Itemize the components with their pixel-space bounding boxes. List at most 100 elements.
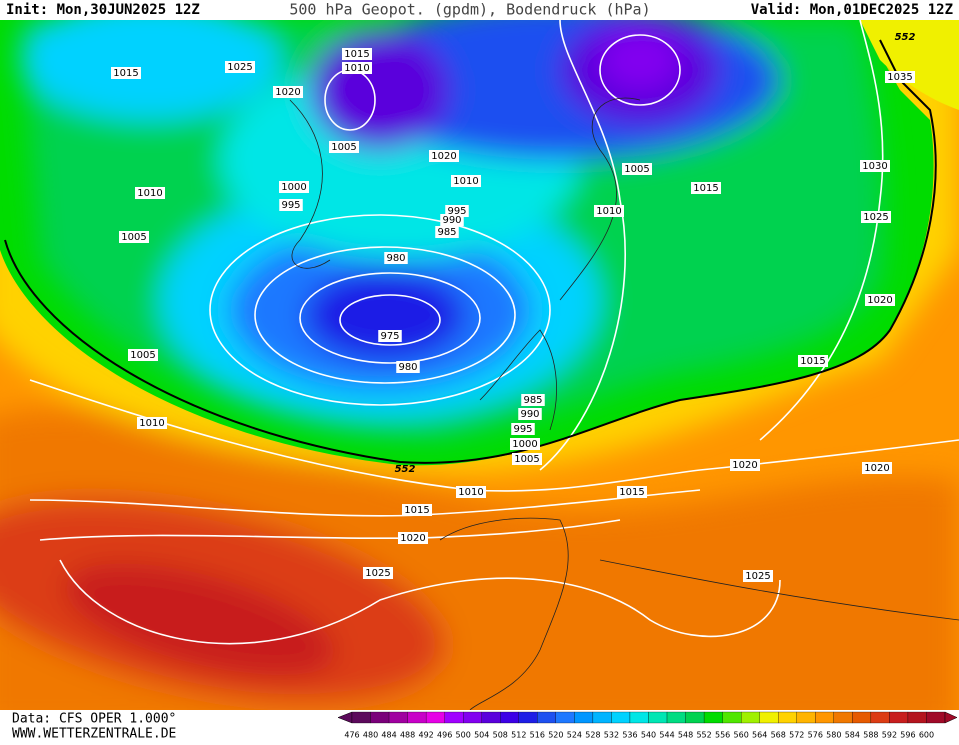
colorbar-label: 596: [900, 731, 915, 740]
contour-label-box: [622, 163, 652, 175]
contour-label-box: [135, 187, 165, 199]
contour-label-box: [396, 361, 420, 373]
colorbar-swatch: [796, 711, 816, 724]
contour-label: 1015: [404, 505, 429, 516]
contour-label: 975: [380, 331, 399, 342]
contour-label: 980: [386, 253, 405, 264]
contour-label-box: [273, 86, 303, 98]
contour-label: 1000: [512, 439, 537, 450]
contour-label: 1025: [745, 571, 770, 582]
colorbar-swatch: [703, 711, 723, 724]
contour-label-box: [617, 486, 647, 498]
contour-label: 552: [395, 464, 416, 475]
contour-label: 995: [513, 424, 532, 435]
colorbar-swatch: [444, 711, 464, 724]
coastlines: [289, 97, 959, 710]
colorbar-label: 508: [493, 731, 508, 740]
colorbar-label: 512: [511, 731, 526, 740]
colorbar-label: 476: [344, 731, 359, 740]
colorbar-label: 564: [752, 731, 767, 740]
contour-label-box: [128, 349, 158, 361]
colorbar-swatch: [815, 711, 834, 724]
contour-label-box: [402, 504, 432, 516]
colorbar-label: 568: [771, 731, 786, 740]
contour-label: 1035: [887, 72, 912, 83]
colorbar-swatch: [778, 711, 797, 724]
colorbar-swatch: [833, 711, 853, 724]
contour-label-box: [329, 141, 359, 153]
contour-label-box: [137, 417, 167, 429]
contour-label: 995: [281, 200, 300, 211]
contour-label: 995: [447, 206, 466, 217]
contour-label-box: [521, 394, 545, 406]
colorbar-label: 552: [696, 731, 711, 740]
colorbar-label: 548: [678, 731, 693, 740]
contour-label: 1005: [514, 454, 539, 465]
colorbar-swatch: [351, 711, 371, 724]
contour-label: 1005: [624, 164, 649, 175]
contour-label: 1010: [596, 206, 621, 217]
colorbar-label: 500: [456, 731, 471, 740]
colorbar-swatch: [741, 711, 760, 724]
colorbar-label: 588: [863, 731, 878, 740]
contour-label-box: [594, 205, 624, 217]
init-time: Init: Mon,30JUN2025 12Z: [6, 2, 200, 18]
contour-label-box: [518, 408, 542, 420]
colorbar-swatch: [574, 711, 594, 724]
contour-label-box: [885, 71, 915, 83]
colorbar-label: 516: [530, 731, 545, 740]
colorbar-label: 532: [604, 731, 619, 740]
colorbar-label: 584: [845, 731, 860, 740]
contour-label: 980: [398, 362, 417, 373]
contour-label-box: [342, 62, 372, 74]
contour-label-box: [691, 182, 721, 194]
contour-label: 1005: [331, 142, 356, 153]
colorbar-swatch: [685, 711, 705, 724]
colorbar-label: 488: [400, 731, 415, 740]
colorbar-swatch: [555, 711, 575, 724]
contour-label-box: [860, 160, 890, 172]
colorbar: 476 480 484 488 492 496 500 504 508 512 516 520 524 5…: [337, 711, 958, 740]
contour-label: 1005: [121, 232, 146, 243]
colorbar-label: 544: [659, 731, 674, 740]
colorbar-label: 576: [808, 731, 823, 740]
contour-label-box: [798, 355, 828, 367]
contour-label: 1025: [863, 212, 888, 223]
contour-label: 1010: [137, 188, 162, 199]
data-source: Data: CFS OPER 1.000°: [12, 712, 176, 727]
contour-label-box: [225, 61, 255, 73]
contour-label: 1020: [867, 295, 892, 306]
contour-label-box: [730, 459, 760, 471]
colorbar-swatch: [889, 711, 909, 724]
contour-label-box: [111, 67, 141, 79]
colorbar-label: 504: [474, 731, 489, 740]
contour-label-box: [861, 211, 891, 223]
contour-label-box: [342, 48, 372, 60]
contour-label: 1010: [344, 63, 369, 74]
contour-label: 1005: [130, 350, 155, 361]
colorbar-label: 520: [548, 731, 563, 740]
website: WWW.WETTERZENTRALE.DE: [12, 727, 176, 742]
colorbar-swatch: [425, 711, 445, 724]
contour-labels: 1015 1025 1015 1010 1020 1005 1020 1010 1000 995 1…: [111, 32, 915, 582]
colorbar-label: 592: [882, 731, 897, 740]
colorbar-label: 600: [919, 731, 934, 740]
contour-label: 1020: [275, 87, 300, 98]
contour-label: 1020: [732, 460, 757, 471]
colorbar-swatch: [648, 711, 668, 724]
contour-label: 1010: [139, 418, 164, 429]
colorbar-arrow: [944, 711, 958, 724]
colorbar-label: 540: [641, 731, 656, 740]
contour-label-box: [279, 181, 309, 193]
contour-label: 1025: [227, 62, 252, 73]
colorbar-label: 524: [567, 731, 582, 740]
colorbar-swatch: [388, 711, 408, 724]
contour-label: 1020: [431, 151, 456, 162]
contour-label-box: [384, 252, 408, 264]
colorbar-swatch: [463, 711, 482, 724]
colorbar-label: 528: [585, 731, 600, 740]
contour-label-box: [398, 532, 428, 544]
colorbar-swatch: [870, 711, 890, 724]
isobars: [29, 20, 959, 645]
